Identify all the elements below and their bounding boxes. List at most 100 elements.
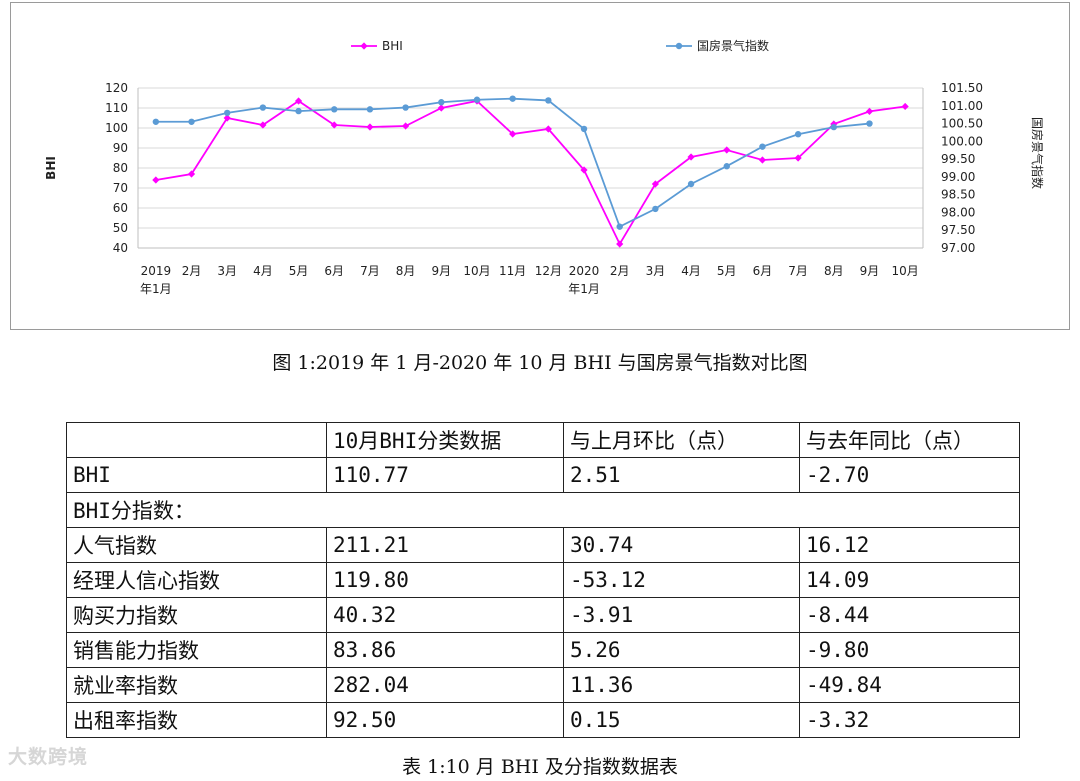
x-tick-label: 4月: [681, 264, 701, 278]
table-cell: -3.91: [563, 597, 800, 633]
data-point-bhi: [330, 121, 338, 129]
x-tick-label: 10月: [463, 264, 490, 278]
table-cell: -2.70: [799, 457, 1020, 493]
data-point-guofang: [438, 99, 445, 106]
table-cell: 92.50: [326, 702, 564, 738]
y2-tick-label: 100.00: [941, 134, 983, 148]
y-tick-label: 80: [113, 161, 128, 175]
table-cell: -9.80: [799, 632, 1020, 668]
data-point-bhi: [616, 240, 624, 248]
data-point-bhi: [687, 153, 695, 161]
y-axis-label: BHI: [44, 156, 58, 180]
data-point-bhi: [402, 122, 410, 130]
y2-tick-label: 101.00: [941, 99, 983, 113]
x-tick-label: 8月: [824, 264, 844, 278]
table-cell: 0.15: [563, 702, 800, 738]
x-tick-label: 11月: [499, 264, 526, 278]
x-tick-label: 年1月: [568, 282, 600, 296]
data-point-bhi: [366, 123, 374, 131]
x-tick-label: 10月: [892, 264, 919, 278]
table-cell: 83.86: [326, 632, 564, 668]
table-header-cell: 10月BHI分类数据: [326, 422, 564, 458]
data-point-bhi: [723, 146, 731, 154]
data-point-bhi: [437, 104, 445, 112]
x-tick-label: 2020: [569, 264, 600, 278]
table-row: 就业率指数 282.04 11.36 -49.84: [66, 667, 1020, 703]
data-point-bhi: [544, 125, 552, 133]
data-point-guofang: [259, 104, 267, 111]
table-row: 销售能力指数 83.86 5.26 -9.80: [66, 632, 1020, 668]
data-point-guofang: [687, 180, 695, 188]
y-tick-label: 110: [105, 101, 128, 115]
table-row: 出租率指数 92.50 0.15 -3.32: [66, 702, 1020, 738]
table-cell: 211.21: [326, 527, 564, 563]
table-cell: 282.04: [326, 667, 564, 703]
table-cell: -49.84: [799, 667, 1020, 703]
y-tick-label: 90: [113, 141, 128, 155]
table-caption: 表 1:10 月 BHI 及分指数数据表: [402, 756, 678, 778]
data-point-bhi: [865, 107, 874, 115]
table-cell: -53.12: [563, 562, 800, 598]
row-label: BHI: [66, 457, 327, 493]
y2-tick-label: 101.50: [941, 81, 983, 95]
row-label: 出租率指数: [66, 702, 327, 738]
data-point-guofang: [545, 97, 552, 104]
y2-axis-label: 国房景气指数: [1030, 117, 1045, 189]
table-cell: 5.26: [563, 632, 800, 668]
data-point-guofang: [188, 118, 195, 125]
table-cell: 16.12: [799, 527, 1020, 563]
data-point-guofang: [473, 96, 481, 103]
x-tick-label: 年1月: [140, 282, 172, 296]
x-tick-label: 7月: [788, 264, 808, 278]
y2-tick-label: 99.50: [941, 152, 975, 166]
figure-caption: 图 1:2019 年 1 月-2020 年 10 月 BHI 与国房景气指数对比…: [272, 352, 808, 374]
data-point-guofang: [616, 223, 623, 230]
data-point-guofang: [794, 131, 802, 138]
x-tick-label: 5月: [289, 264, 309, 278]
data-point-bhi: [152, 176, 160, 184]
x-tick-label: 7月: [360, 264, 380, 278]
data-point-guofang: [509, 95, 516, 102]
x-tick-label: 5月: [717, 264, 737, 278]
y2-tick-label: 97.00: [941, 241, 975, 255]
data-point-guofang: [295, 107, 302, 115]
data-point-bhi: [223, 114, 231, 122]
table-row: 人气指数 211.21 30.74 16.12: [66, 527, 1020, 563]
data-point-guofang: [580, 125, 588, 133]
row-label: 购买力指数: [66, 597, 327, 633]
x-tick-label: 6月: [324, 264, 344, 278]
combo-line-chart: 40 50 60 70 80 90 100 110 120 97.00 97.50 98.00 98.5…: [44, 38, 1045, 296]
x-tick-label: 9月: [431, 264, 451, 278]
x-tick-label: 8月: [396, 264, 416, 278]
watermark-logo: 大数跨境: [8, 746, 89, 768]
x-tick-label: 3月: [646, 264, 666, 278]
y2-tick-label: 97.50: [941, 223, 975, 237]
data-point-guofang: [723, 163, 730, 170]
y2-tick-label: 98.00: [941, 205, 975, 219]
row-label: 经理人信心指数: [66, 562, 327, 598]
data-point-bhi: [758, 156, 767, 164]
bhi-data-table: 10月BHI分类数据 与上月环比（点） 与去年同比（点） BHI 110.77 …: [66, 422, 1020, 738]
row-label: 销售能力指数: [66, 632, 327, 668]
table-cell: 30.74: [563, 527, 800, 563]
y-tick-label: 60: [113, 201, 128, 215]
table-cell: 14.09: [799, 562, 1020, 598]
data-point-guofang: [652, 205, 659, 213]
data-point-bhi: [294, 97, 303, 105]
y-tick-label: 50: [113, 221, 128, 235]
x-tick-label: 2月: [610, 264, 630, 278]
y-tick-label: 70: [113, 181, 128, 195]
y2-tick-label: 99.00: [941, 170, 975, 184]
table-row: 购买力指数 40.32 -3.91 -8.44: [66, 597, 1020, 633]
row-label: 就业率指数: [66, 667, 327, 703]
x-tick-label: 3月: [217, 264, 237, 278]
data-point-guofang: [830, 123, 837, 131]
x-tick-label: 6月: [753, 264, 773, 278]
table-cell: 119.80: [326, 562, 564, 598]
data-point-guofang: [366, 106, 374, 113]
chart-frame: 40 50 60 70 80 90 100 110 120 97.00 97.50 98.00 98.5…: [10, 2, 1070, 330]
x-tick-label: 9月: [860, 264, 880, 278]
data-point-bhi: [794, 154, 802, 162]
table-cell: 2.51: [563, 457, 800, 493]
y-tick-label: 100: [105, 121, 128, 135]
